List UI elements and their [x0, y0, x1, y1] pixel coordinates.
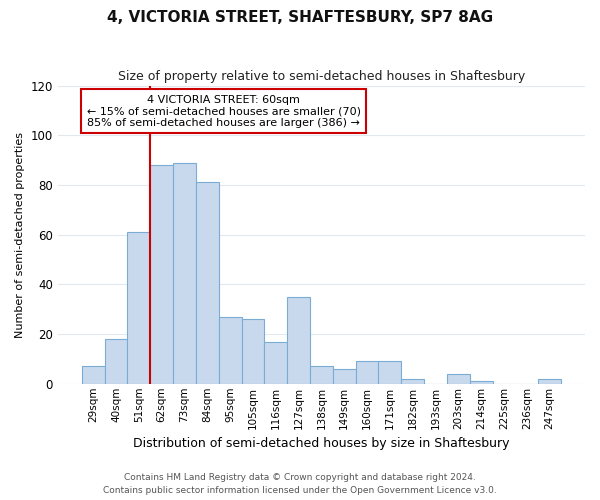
Title: Size of property relative to semi-detached houses in Shaftesbury: Size of property relative to semi-detach… — [118, 70, 525, 83]
Text: 4, VICTORIA STREET, SHAFTESBURY, SP7 8AG: 4, VICTORIA STREET, SHAFTESBURY, SP7 8AG — [107, 10, 493, 25]
Bar — [265, 342, 287, 384]
Bar — [538, 379, 561, 384]
Bar — [196, 182, 218, 384]
Bar — [82, 366, 104, 384]
Bar — [333, 369, 356, 384]
Bar — [173, 162, 196, 384]
Bar — [401, 379, 424, 384]
Bar — [150, 165, 173, 384]
Bar — [447, 374, 470, 384]
Bar — [310, 366, 333, 384]
Bar — [356, 362, 379, 384]
Bar — [127, 232, 150, 384]
Text: Contains HM Land Registry data © Crown copyright and database right 2024.
Contai: Contains HM Land Registry data © Crown c… — [103, 474, 497, 495]
Bar — [379, 362, 401, 384]
Bar — [104, 339, 127, 384]
Text: 4 VICTORIA STREET: 60sqm
← 15% of semi-detached houses are smaller (70)
85% of s: 4 VICTORIA STREET: 60sqm ← 15% of semi-d… — [87, 94, 361, 128]
X-axis label: Distribution of semi-detached houses by size in Shaftesbury: Distribution of semi-detached houses by … — [133, 437, 509, 450]
Bar — [287, 297, 310, 384]
Bar — [470, 382, 493, 384]
Bar — [242, 319, 265, 384]
Y-axis label: Number of semi-detached properties: Number of semi-detached properties — [15, 132, 25, 338]
Bar — [218, 316, 242, 384]
